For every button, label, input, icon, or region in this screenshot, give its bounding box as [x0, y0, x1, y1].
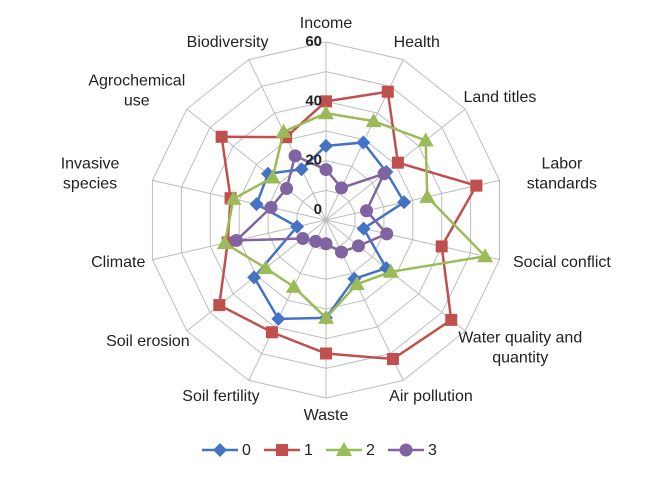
category-label: Income	[299, 15, 353, 32]
marker	[249, 197, 264, 212]
marker	[318, 309, 334, 324]
legend-label: 2	[366, 442, 375, 459]
category-label: Soil erosion	[106, 333, 190, 351]
marker	[288, 149, 302, 163]
legend-marker	[276, 444, 288, 456]
legend-label: 1	[304, 442, 313, 459]
category-label: Water quality and quantity	[458, 329, 583, 367]
marker	[419, 188, 436, 203]
marker	[470, 179, 483, 192]
legend-label: 3	[428, 442, 437, 459]
spoke	[152, 179, 327, 221]
marker	[225, 190, 242, 205]
spoke	[186, 108, 327, 221]
category-label: Labor standards	[526, 155, 598, 193]
legend-marker	[336, 442, 352, 456]
marker	[445, 313, 458, 326]
marker	[229, 233, 243, 247]
marker	[397, 195, 412, 210]
marker	[213, 299, 226, 312]
category-label: Invasive species	[60, 155, 120, 193]
marker	[359, 204, 373, 218]
marker	[271, 311, 286, 326]
marker	[356, 221, 371, 236]
marker	[215, 130, 228, 143]
marker	[309, 234, 323, 248]
marker	[365, 113, 382, 128]
marker	[247, 270, 262, 285]
marker	[417, 132, 434, 147]
y-tick-label: 40	[305, 92, 322, 109]
marker	[391, 156, 404, 169]
marker	[319, 237, 333, 251]
marker	[318, 105, 334, 120]
marker	[348, 276, 365, 291]
marker	[319, 138, 333, 153]
marker	[377, 167, 391, 181]
series	[229, 149, 394, 259]
category-label: Climate	[91, 254, 146, 272]
marker	[380, 227, 394, 241]
marker	[435, 240, 448, 253]
marker	[264, 169, 281, 184]
marker	[334, 181, 348, 195]
y-tick-label: 20	[305, 152, 322, 169]
category-label: Biodiversity	[186, 34, 269, 52]
marker	[356, 135, 371, 150]
marker	[319, 163, 333, 177]
marker	[216, 235, 233, 250]
category-label: Waste	[303, 407, 349, 424]
marker	[386, 352, 399, 365]
marker	[280, 182, 294, 196]
marker	[290, 219, 305, 234]
marker	[294, 162, 309, 177]
category-label: Air pollution	[389, 387, 473, 405]
marker	[320, 347, 332, 360]
category-label: Agrochemical use	[88, 72, 186, 110]
category-label: Social conflict	[513, 254, 611, 272]
y-tick-label: 60	[305, 33, 322, 50]
marker	[320, 95, 332, 108]
marker	[382, 263, 399, 278]
marker	[296, 231, 310, 245]
y-tick-label: 0	[314, 201, 322, 218]
category-label: Land titles	[463, 88, 537, 106]
marker	[381, 85, 394, 98]
marker	[264, 200, 278, 214]
series	[216, 105, 494, 324]
marker	[334, 245, 348, 259]
marker	[285, 278, 302, 293]
marker	[351, 239, 365, 253]
marker	[257, 260, 274, 275]
category-label: Health	[393, 34, 440, 52]
legend-marker	[399, 443, 413, 457]
category-label: Soil fertility	[182, 387, 260, 405]
marker	[477, 248, 494, 263]
marker	[265, 326, 278, 339]
marker	[275, 123, 292, 138]
spoke	[325, 219, 500, 261]
legend-label: 0	[242, 442, 251, 459]
legend-marker	[213, 443, 227, 457]
